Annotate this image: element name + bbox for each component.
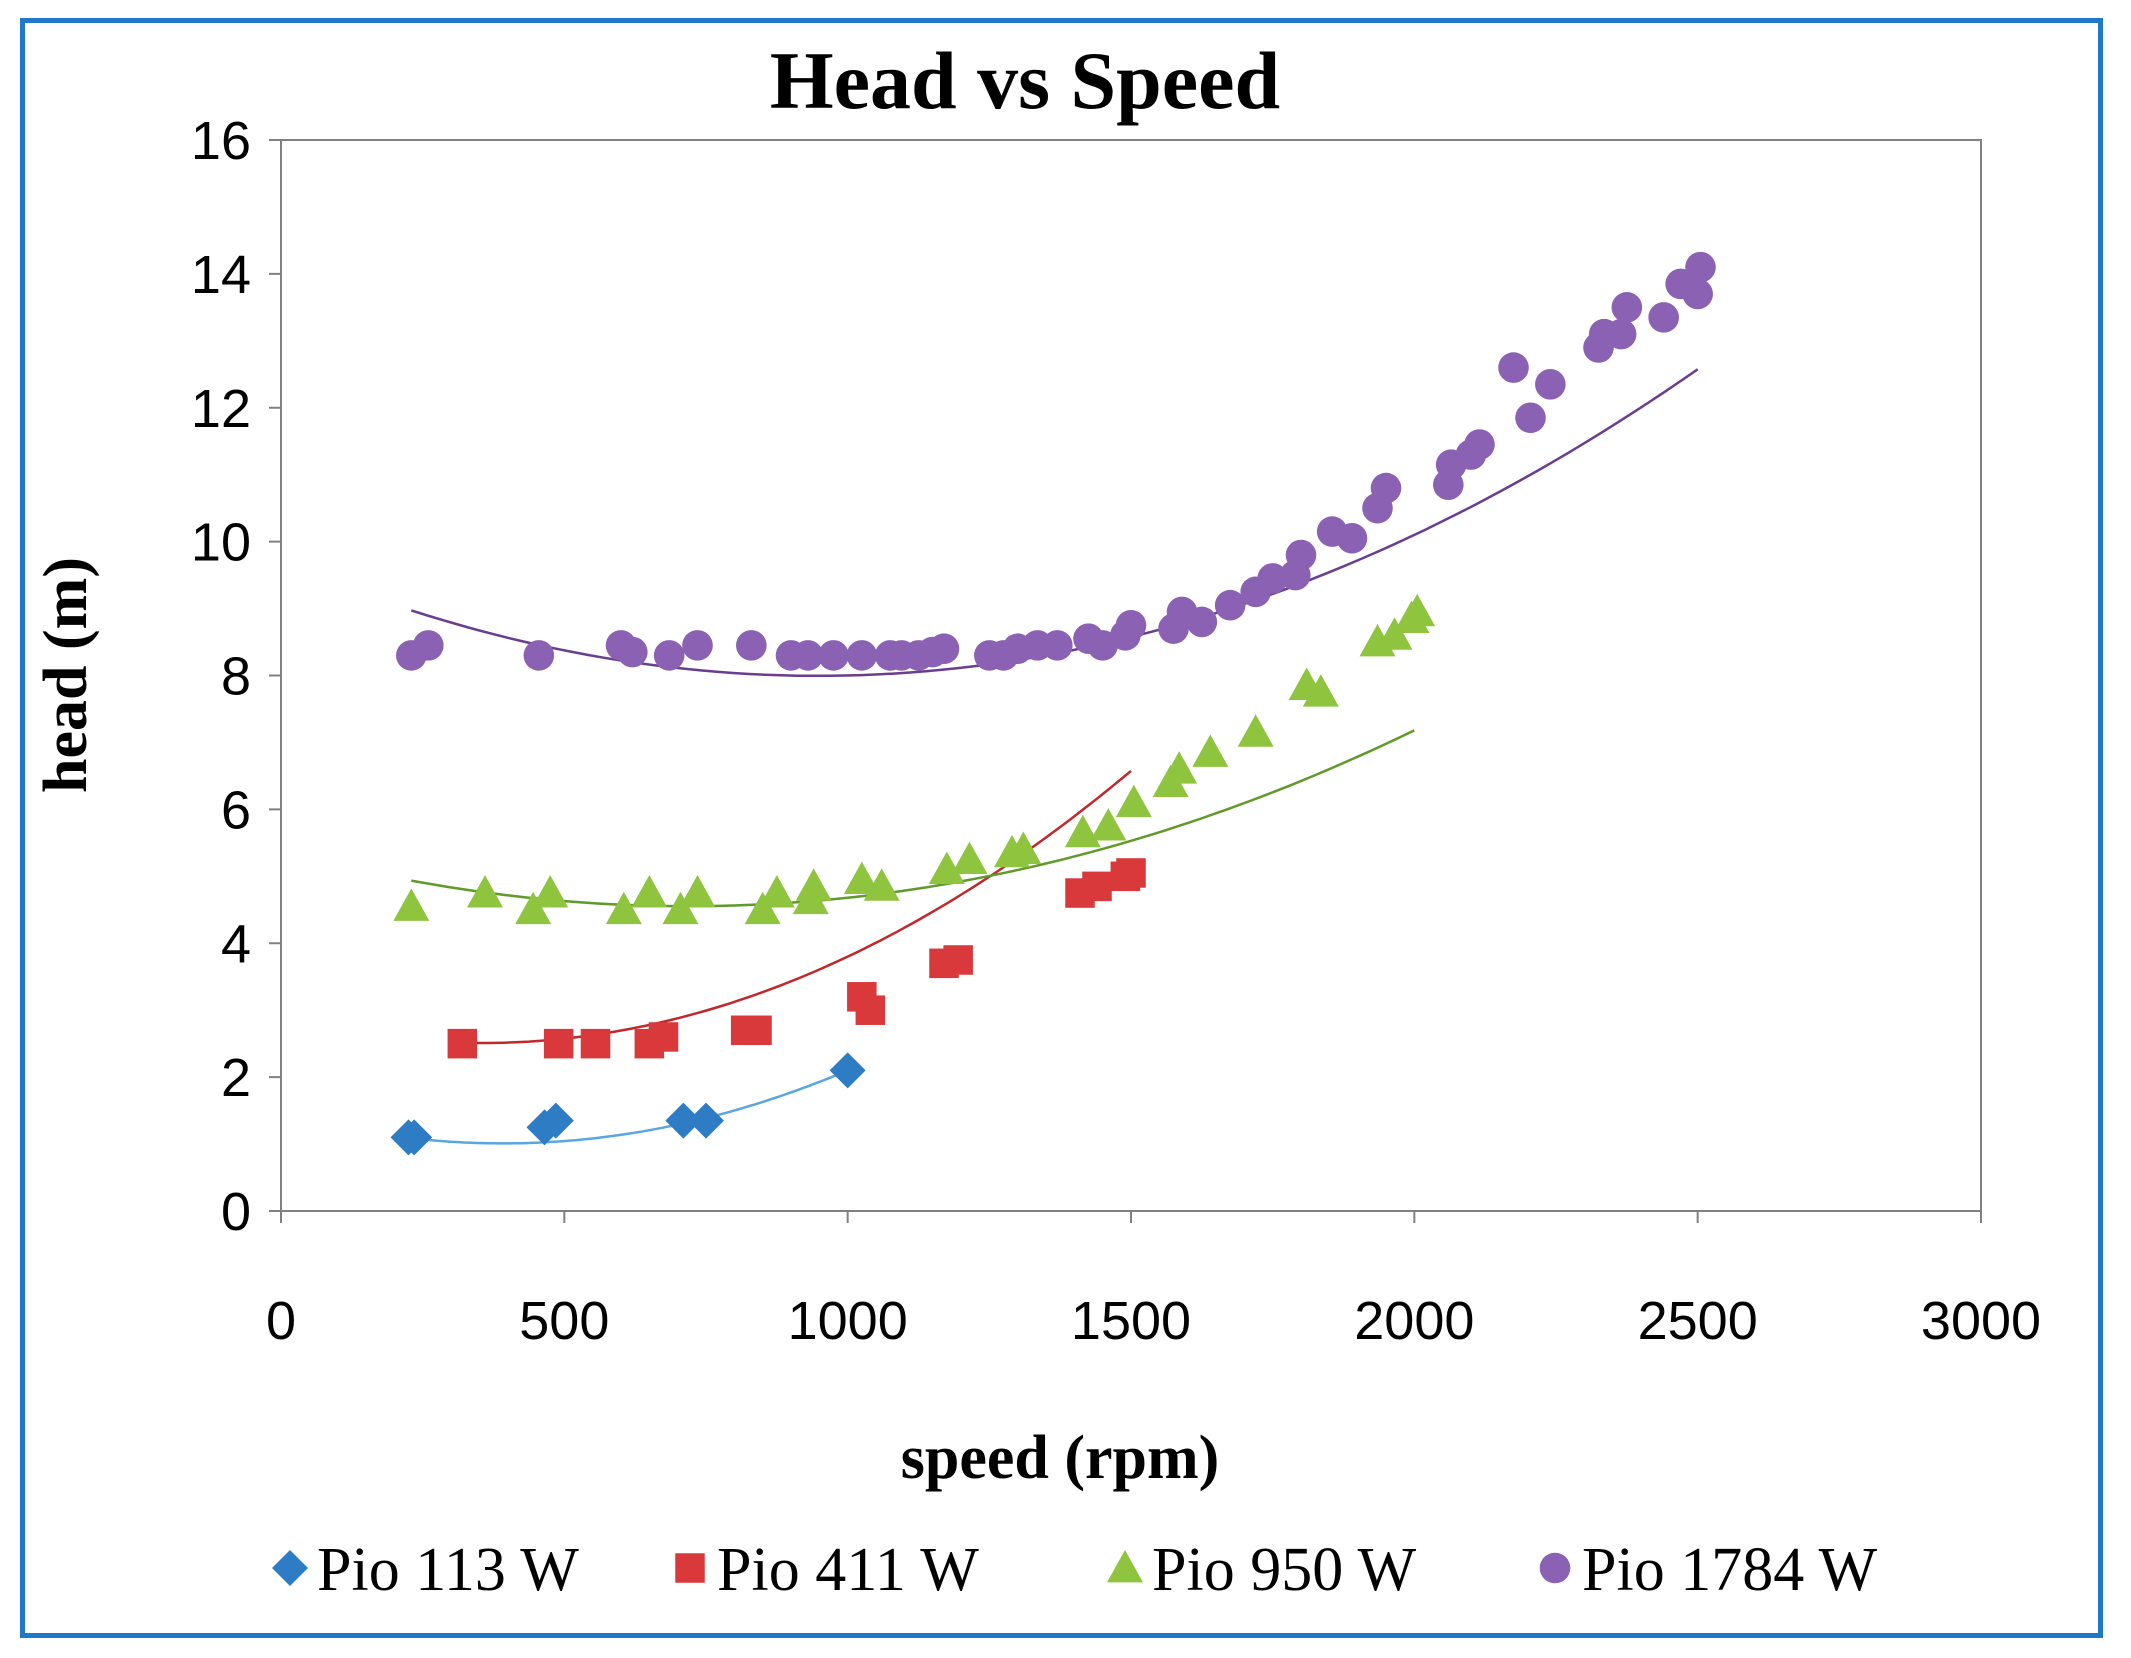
data-point — [928, 633, 960, 665]
x-axis-label: speed (rpm) — [901, 1424, 1220, 1492]
y-tick-label: 4 — [221, 914, 251, 974]
data-point — [648, 1022, 679, 1052]
data-point — [515, 891, 552, 925]
data-point — [396, 1119, 433, 1156]
data-point — [1082, 871, 1112, 902]
y-tick-label: 14 — [191, 245, 251, 305]
data-point — [928, 851, 965, 885]
data-point — [1685, 251, 1716, 283]
data-point — [1336, 522, 1368, 554]
data-point — [413, 630, 444, 661]
legend-label: Pio 1784 W — [1582, 1536, 1878, 1604]
data-point — [1116, 858, 1146, 888]
data-point — [543, 1028, 574, 1059]
data-point — [1115, 609, 1147, 641]
data-point — [1535, 369, 1566, 400]
data-point — [393, 888, 430, 921]
data-point — [631, 875, 668, 908]
data-point — [843, 861, 880, 895]
x-tick-label: 3000 — [1921, 1291, 2041, 1351]
data-point — [1399, 593, 1436, 627]
legend-label: Pio 950 W — [1152, 1536, 1417, 1604]
data-point — [665, 1102, 702, 1139]
data-point — [1237, 714, 1274, 747]
data-point — [1682, 278, 1713, 310]
data-point — [1376, 617, 1413, 650]
data-point — [682, 630, 713, 661]
data-point — [523, 640, 555, 671]
data-point — [1285, 539, 1317, 571]
data-point — [1611, 292, 1643, 323]
trend-line — [411, 1069, 849, 1145]
data-point — [580, 1028, 611, 1059]
legend: Pio 113 W Pio 411 W Pio 950 W Pio 1784 W — [272, 1536, 1878, 1604]
legend-label: Pio 411 W — [717, 1536, 979, 1604]
data-point — [1090, 808, 1127, 841]
data-point — [951, 841, 988, 874]
data-point — [1115, 784, 1152, 818]
data-point — [467, 875, 503, 908]
axes: 0 2 4 6 8 10 12 14 16 0 500 1000 1500 2000 2500 3000 — [191, 111, 2041, 1351]
y-tick-label: 0 — [221, 1182, 251, 1242]
data-point — [1161, 751, 1198, 784]
data-point — [736, 630, 767, 661]
data-point — [1042, 630, 1073, 661]
y-tick-label: 2 — [221, 1048, 251, 1108]
data-point — [1257, 563, 1288, 594]
data-point — [742, 1015, 772, 1046]
data-point — [829, 1052, 866, 1089]
data-point — [795, 868, 832, 901]
data-point — [744, 891, 781, 925]
y-tick-label: 12 — [191, 379, 251, 439]
legend-marker — [675, 1553, 705, 1583]
data-point — [863, 868, 900, 901]
data-point — [1302, 674, 1339, 707]
y-tick-label: 6 — [221, 780, 251, 840]
data-point — [1498, 352, 1529, 383]
data-point — [447, 1028, 478, 1059]
y-tick-label: 10 — [191, 513, 251, 573]
data-point — [943, 945, 973, 975]
y-tick-label: 16 — [191, 111, 251, 171]
x-tick-label: 2500 — [1638, 1291, 1758, 1351]
chart-title: Head vs Speed — [770, 35, 1280, 126]
data-point — [1605, 318, 1637, 350]
legend-marker — [1107, 1550, 1143, 1583]
trend-line — [411, 729, 1415, 908]
data-point — [532, 875, 569, 908]
data-point — [537, 1102, 574, 1139]
x-tick-label: 2000 — [1354, 1291, 1474, 1351]
x-tick-label: 1000 — [788, 1291, 908, 1351]
data-point — [1464, 429, 1495, 460]
data-points — [390, 251, 1716, 1156]
data-point — [1515, 402, 1546, 434]
data-point — [679, 875, 716, 908]
data-point — [792, 640, 824, 671]
data-point — [617, 636, 648, 668]
legend-label: Pio 113 W — [317, 1536, 579, 1604]
x-tick-label: 500 — [519, 1291, 609, 1351]
data-point — [1186, 606, 1218, 638]
data-point — [758, 875, 795, 908]
legend-marker — [272, 1550, 308, 1586]
y-axis-label: head (m) — [32, 557, 100, 793]
x-tick-label: 1500 — [1071, 1291, 1191, 1351]
legend-marker — [1539, 1552, 1571, 1584]
data-point — [846, 640, 878, 671]
x-tick-label: 0 — [266, 1291, 296, 1351]
data-point — [688, 1102, 724, 1139]
data-point — [1005, 831, 1042, 864]
data-point — [855, 995, 886, 1025]
data-point — [1192, 734, 1229, 767]
y-tick-label: 8 — [221, 647, 251, 707]
data-point — [1648, 302, 1679, 333]
data-point — [653, 640, 685, 671]
plot-area — [280, 139, 1982, 1212]
data-point — [605, 891, 642, 925]
data-point — [818, 640, 849, 671]
data-point — [662, 891, 699, 925]
data-point — [1214, 589, 1246, 621]
data-point — [1370, 472, 1402, 504]
